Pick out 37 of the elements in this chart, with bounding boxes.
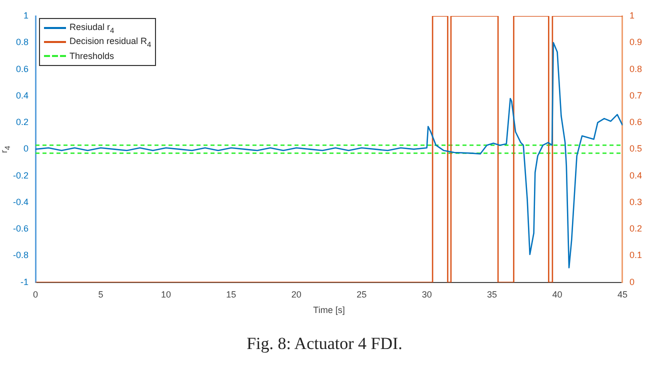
x-tick-label: 45 [617, 289, 628, 300]
y-tick-label: 1 [23, 10, 29, 20]
y-tick-label: 0.8 [16, 37, 29, 48]
legend-label: Decision residual R$_{4}$ [70, 36, 152, 48]
y-tick-label: -1 [20, 276, 29, 287]
y2-tick-label: 0.6 [629, 117, 642, 128]
x-tick-label: 40 [552, 289, 562, 300]
y-tick-label: -0.6 [12, 224, 29, 234]
x-tick-label: 0 [33, 289, 38, 300]
x-tick-label: 20 [291, 289, 302, 300]
y-tick-label: 0.4 [16, 90, 29, 100]
caption: Fig. 8: Actuator 4 FDI. [246, 334, 404, 354]
y2-tick-label: 0.8 [629, 64, 642, 74]
y-tick-label: -0.2 [12, 170, 29, 180]
y-tick-label: 0.2 [16, 117, 29, 128]
y2-tick-label: 0.9 [629, 37, 642, 48]
y2-tick-label: 0.4 [629, 170, 642, 180]
y-tick-label: 0 [23, 144, 29, 154]
y-tick-label: 0.6 [16, 64, 29, 74]
x-tick-label: 30 [422, 289, 432, 300]
x-tick-label: 10 [160, 289, 171, 300]
x-tick-label: 15 [226, 289, 236, 300]
legend-label: Resiudal r$_{4}$ [70, 22, 114, 34]
x-tick-label: 35 [487, 289, 498, 300]
x-tick-label: 5 [98, 289, 104, 300]
y2-tick-label: 0.7 [629, 90, 642, 100]
y2-tick-label: 1 [629, 10, 635, 20]
y2-tick-label: 0.3 [629, 196, 642, 207]
x-tick-label: 25 [356, 289, 367, 300]
x-axis-title: Time [s] [313, 305, 345, 316]
y2-tick-label: 0 [629, 276, 635, 287]
y2-tick-label: 0.5 [629, 144, 642, 154]
y2-tick-label: 0.2 [629, 224, 642, 234]
y-tick-label: -0.4 [12, 196, 29, 207]
y-tick-label: -0.8 [12, 250, 29, 260]
legend-label: Thresholds [70, 51, 114, 61]
y2-tick-label: 0.1 [629, 250, 642, 260]
